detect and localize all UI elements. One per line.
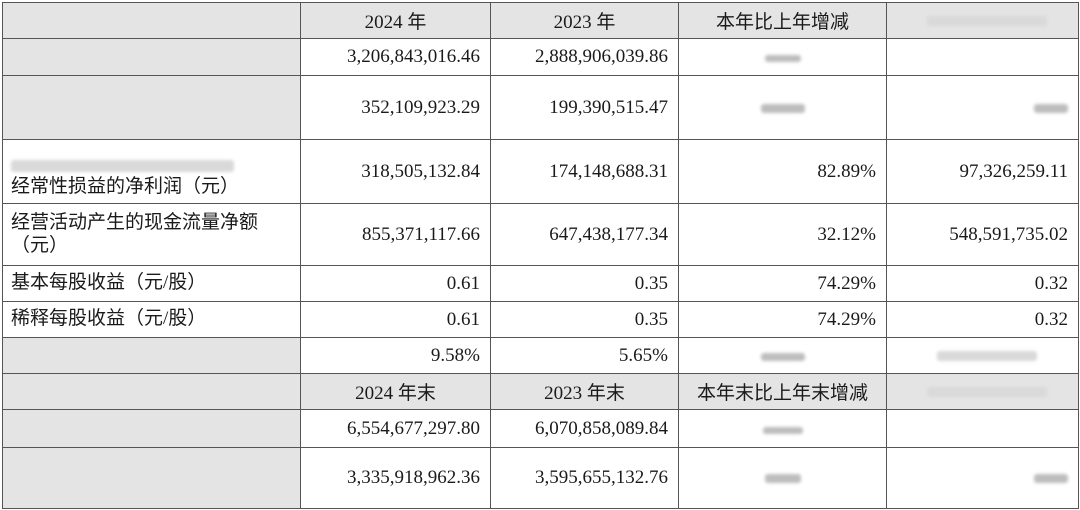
cell-2022-end-redacted	[886, 409, 1079, 448]
cell-2023: 5.65%	[490, 337, 679, 374]
table-row: 经常性损益的净利润（元） 318,505,132.84 174,148,688.…	[2, 139, 1079, 204]
row-label: 经营活动产生的现金流量净额（元）	[2, 203, 301, 266]
cell-2022: 0.32	[886, 301, 1079, 338]
cell-change: 82.89%	[678, 139, 887, 204]
cell-2024: 855,371,117.66	[300, 203, 491, 266]
header-2024-end: 2024 年末	[300, 373, 491, 410]
cell-2024-end: 3,335,918,962.36	[300, 447, 491, 509]
cell-2023-end: 3,595,655,132.76	[490, 447, 679, 509]
cell-2024: 318,505,132.84	[300, 139, 491, 204]
cell-2023: 0.35	[490, 301, 679, 338]
row-label-redacted	[2, 447, 301, 509]
cell-2022-redacted	[886, 75, 1079, 140]
cell-change-redacted	[678, 337, 887, 374]
header-2024: 2024 年	[300, 2, 491, 39]
cell-2023: 0.35	[490, 265, 679, 302]
row-label-text: 经常性损益的净利润（元）	[11, 176, 240, 198]
header-2023: 2023 年	[490, 2, 679, 39]
row-label-redacted	[2, 409, 301, 448]
cell-2024: 0.61	[300, 265, 491, 302]
table-row: 基本每股收益（元/股） 0.61 0.35 74.29% 0.32	[2, 265, 1079, 302]
cell-2024: 3,206,843,016.46	[300, 38, 491, 76]
table-row: 9.58% 5.65%	[2, 337, 1079, 374]
header-2022-redacted	[886, 2, 1079, 39]
header-corner-cell	[2, 373, 301, 410]
cell-2024: 0.61	[300, 301, 491, 338]
row-label-redacted	[2, 38, 301, 76]
table-row: 稀释每股收益（元/股） 0.61 0.35 74.29% 0.32	[2, 301, 1079, 338]
header-change: 本年比上年增减	[678, 2, 887, 39]
cell-2023: 174,148,688.31	[490, 139, 679, 204]
cell-change-redacted	[678, 75, 887, 140]
row-label: 稀释每股收益（元/股）	[2, 301, 301, 338]
row-label-redacted	[2, 337, 301, 374]
cell-change-redacted	[678, 38, 887, 76]
cell-2022: 548,591,735.02	[886, 203, 1079, 266]
row-label-redacted	[2, 75, 301, 140]
cell-change: 74.29%	[678, 265, 887, 302]
cell-2023: 2,888,906,039.86	[490, 38, 679, 76]
table-row: 3,206,843,016.46 2,888,906,039.86	[2, 38, 1079, 76]
cell-2023: 199,390,515.47	[490, 75, 679, 140]
cell-2022-redacted	[886, 337, 1079, 374]
cell-2022: 0.32	[886, 265, 1079, 302]
cell-2023-end: 6,070,858,089.84	[490, 409, 679, 448]
table-row: 3,335,918,962.36 3,595,655,132.76	[2, 447, 1079, 509]
cell-2023: 647,438,177.34	[490, 203, 679, 266]
cell-2022-redacted	[886, 38, 1079, 76]
header-2022-end-redacted	[886, 373, 1079, 410]
header-row-annual: 2024 年 2023 年 本年比上年增减	[2, 2, 1079, 39]
row-label: 基本每股收益（元/股）	[2, 265, 301, 302]
cell-2024: 9.58%	[300, 337, 491, 374]
cell-2022: 97,326,259.11	[886, 139, 1079, 204]
header-2023-end: 2023 年末	[490, 373, 679, 410]
header-corner-cell	[2, 2, 301, 39]
header-change-end: 本年末比上年末增减	[678, 373, 887, 410]
cell-change-redacted	[678, 447, 887, 509]
cell-2022-end-redacted	[886, 447, 1079, 509]
cell-change: 32.12%	[678, 203, 887, 266]
redacted-label-part	[11, 160, 235, 173]
table-row: 6,554,677,297.80 6,070,858,089.84	[2, 409, 1079, 448]
table-row: 352,109,923.29 199,390,515.47	[2, 75, 1079, 140]
cell-2024-end: 6,554,677,297.80	[300, 409, 491, 448]
cell-change: 74.29%	[678, 301, 887, 338]
header-row-year-end: 2024 年末 2023 年末 本年末比上年末增减	[2, 373, 1079, 410]
cell-change-redacted	[678, 409, 887, 448]
row-label: 经常性损益的净利润（元）	[2, 139, 301, 204]
table-row: 经营活动产生的现金流量净额（元） 855,371,117.66 647,438,…	[2, 203, 1079, 266]
cell-2024: 352,109,923.29	[300, 75, 491, 140]
